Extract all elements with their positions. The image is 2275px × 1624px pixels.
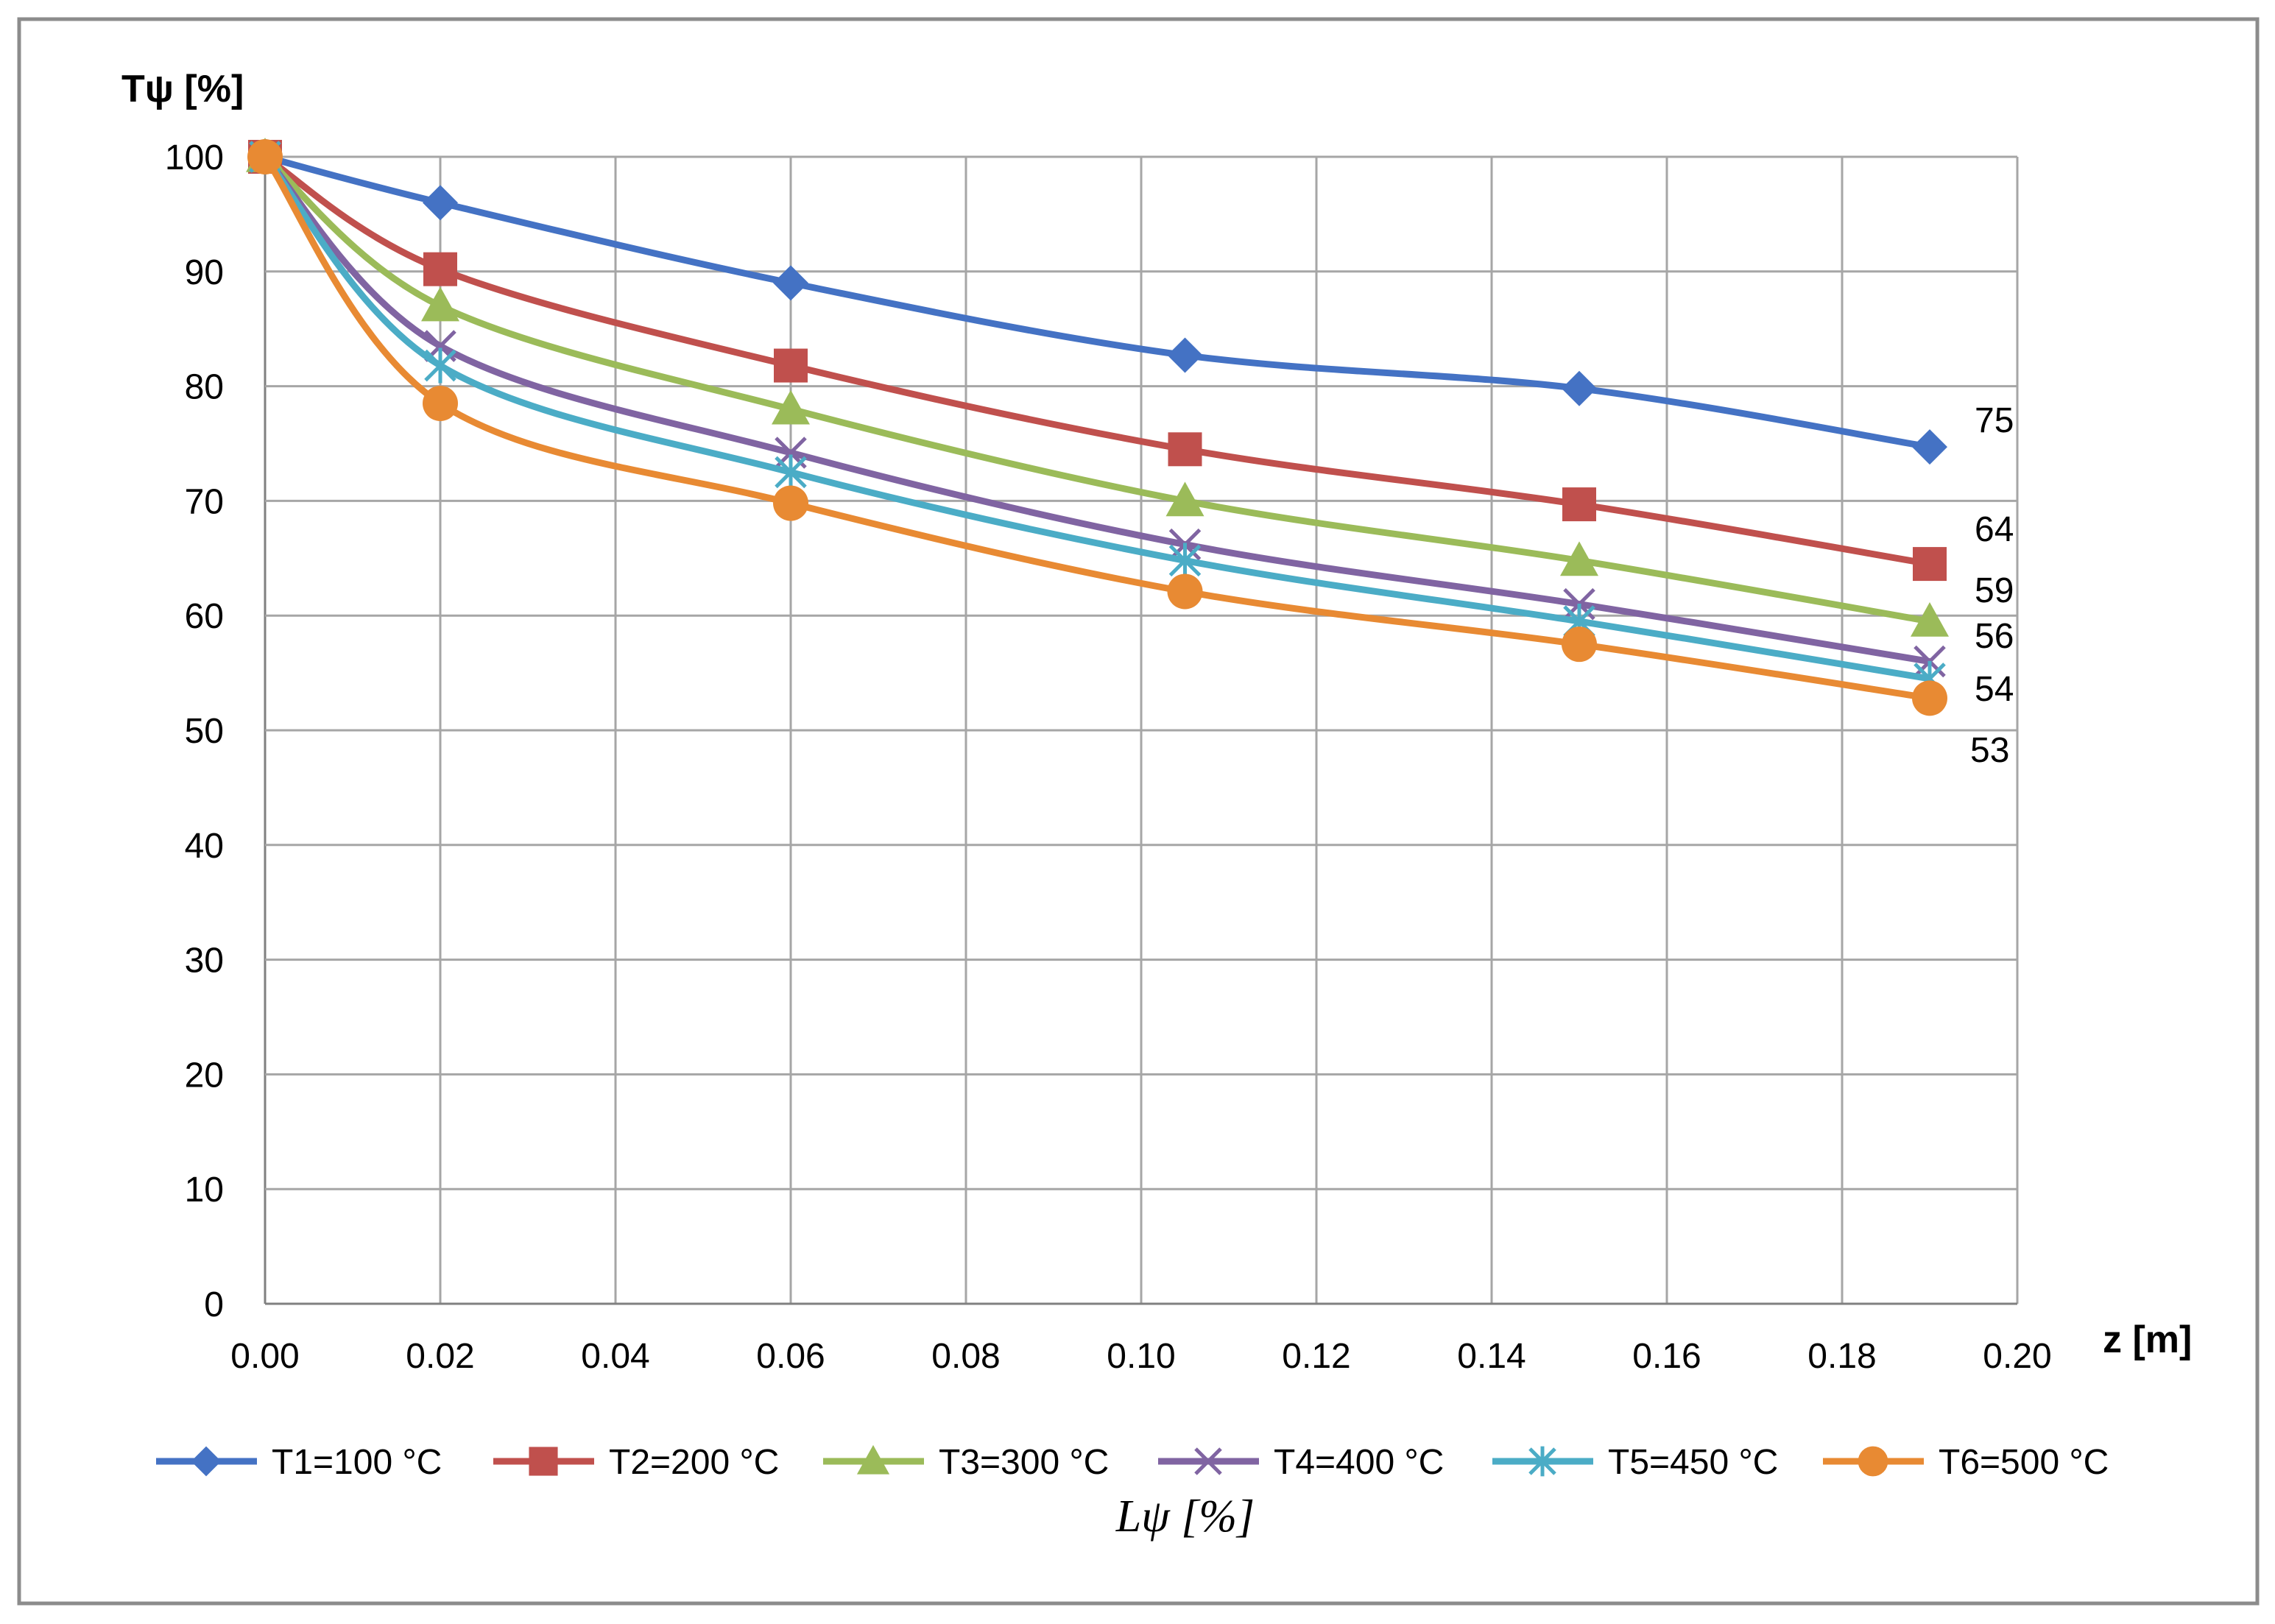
legend-label: T3=300 °C — [939, 1443, 1109, 1482]
legend-label: T1=100 °C — [272, 1443, 442, 1482]
legend-marker — [191, 1446, 222, 1477]
x-tick-label: 0.04 — [581, 1337, 649, 1376]
data-point-t2 — [774, 348, 808, 383]
data-point-t6 — [1562, 626, 1597, 663]
legend-item-t6: T6=500 °C — [1823, 1443, 2109, 1482]
y-tick-label: 100 — [165, 138, 224, 177]
data-point-t1 — [1562, 370, 1597, 406]
data-point-t6 — [1912, 680, 1947, 716]
y-tick-labels: 0 10 20 30 40 50 60 70 80 90 100 — [165, 138, 224, 1324]
x-tick-label: 0.16 — [1632, 1337, 1701, 1376]
legend-label: T2=200 °C — [609, 1443, 779, 1482]
x-tick-label: 0.20 — [1983, 1337, 2051, 1376]
y-tick-label: 40 — [185, 827, 224, 866]
data-point-t2 — [1168, 432, 1202, 467]
data-point-t5 — [775, 454, 807, 490]
end-labels: 75 64 59 56 54 53 — [1970, 401, 2014, 770]
y-tick-label: 10 — [185, 1171, 224, 1210]
data-point-t3 — [772, 389, 810, 425]
x-tick-label: 0.10 — [1107, 1337, 1175, 1376]
data-point-t2 — [1562, 487, 1596, 522]
data-point-t5 — [1168, 543, 1202, 579]
data-point-t6 — [423, 385, 458, 421]
end-label-t2: 64 — [1975, 510, 2014, 549]
legend-item-t3: T3=300 °C — [823, 1443, 1109, 1482]
y-tick-label: 60 — [185, 597, 224, 636]
legend-item-t2: T2=200 °C — [493, 1443, 779, 1482]
x-tick-label: 0.00 — [230, 1337, 299, 1376]
series-line-t6 — [262, 155, 1930, 702]
legend-item-t5: T5=450 °C — [1492, 1443, 1778, 1482]
data-point-t3 — [1911, 601, 1949, 637]
y-tick-label: 30 — [185, 942, 224, 981]
data-point-t1 — [423, 185, 458, 221]
end-label-t3: 59 — [1975, 571, 2014, 610]
legend-caption: Lψ [%] — [1115, 1491, 1255, 1542]
data-point-t2 — [423, 252, 457, 286]
chart-frame — [17, 17, 2260, 1606]
legend-label: T4=400 °C — [1274, 1443, 1444, 1482]
legend-marker — [1194, 1447, 1222, 1475]
y-tick-label: 90 — [185, 253, 224, 292]
data-point-t6 — [773, 485, 808, 521]
end-label-t5: 54 — [1975, 670, 2014, 709]
x-tick-label: 0.18 — [1807, 1337, 1876, 1376]
legend-item-t4: T4=400 °C — [1158, 1443, 1444, 1482]
end-label-t6: 53 — [1970, 731, 2009, 770]
x-tick-label: 0.08 — [931, 1337, 1000, 1376]
x-tick-label: 0.06 — [756, 1337, 825, 1376]
data-point-t2 — [1913, 547, 1947, 582]
end-label-t4: 56 — [1975, 617, 2014, 656]
x-tick-label: 0.12 — [1282, 1337, 1350, 1376]
legend-marker — [1858, 1446, 1888, 1477]
end-label-t1: 75 — [1975, 401, 2014, 440]
series-line-t4 — [262, 154, 1930, 665]
grid — [264, 155, 2019, 1305]
data-point-t6 — [247, 139, 283, 174]
x-tick-label: 0.02 — [406, 1337, 474, 1376]
x-axis-title: z [m] — [2103, 1318, 2192, 1361]
x-tick-label: 0.14 — [1457, 1337, 1526, 1376]
data-point-t6 — [1167, 573, 1203, 610]
legend-marker — [856, 1444, 890, 1475]
y-axis-title: Tψ [%] — [121, 68, 244, 110]
legend-label: T6=500 °C — [1939, 1443, 2109, 1482]
legend-label: T5=450 °C — [1608, 1443, 1778, 1482]
data-point-t1 — [773, 265, 808, 301]
series-group — [246, 138, 1949, 716]
legend-marker — [1528, 1446, 1556, 1477]
legend-marker — [529, 1447, 558, 1476]
y-tick-label: 70 — [185, 482, 224, 521]
data-point-t3 — [1560, 541, 1598, 576]
data-point-t1 — [1912, 429, 1947, 465]
data-point-t1 — [1167, 337, 1203, 373]
legend: T1=100 °C T2=200 °C T3=300 °C T4=400 °C T5=4… — [156, 1443, 2109, 1482]
data-point-t3 — [421, 286, 459, 322]
legend-item-t1: T1=100 °C — [156, 1443, 442, 1482]
y-tick-label: 80 — [185, 368, 224, 407]
data-point-t3 — [1165, 481, 1204, 517]
y-tick-label: 50 — [185, 712, 224, 751]
y-tick-label: 0 — [204, 1285, 224, 1324]
y-tick-label: 20 — [185, 1056, 224, 1095]
x-tick-labels: 0.00 0.02 0.04 0.06 0.08 0.10 0.12 0.14 0.16 0.18… — [230, 1337, 2051, 1376]
data-point-t5 — [424, 347, 456, 384]
